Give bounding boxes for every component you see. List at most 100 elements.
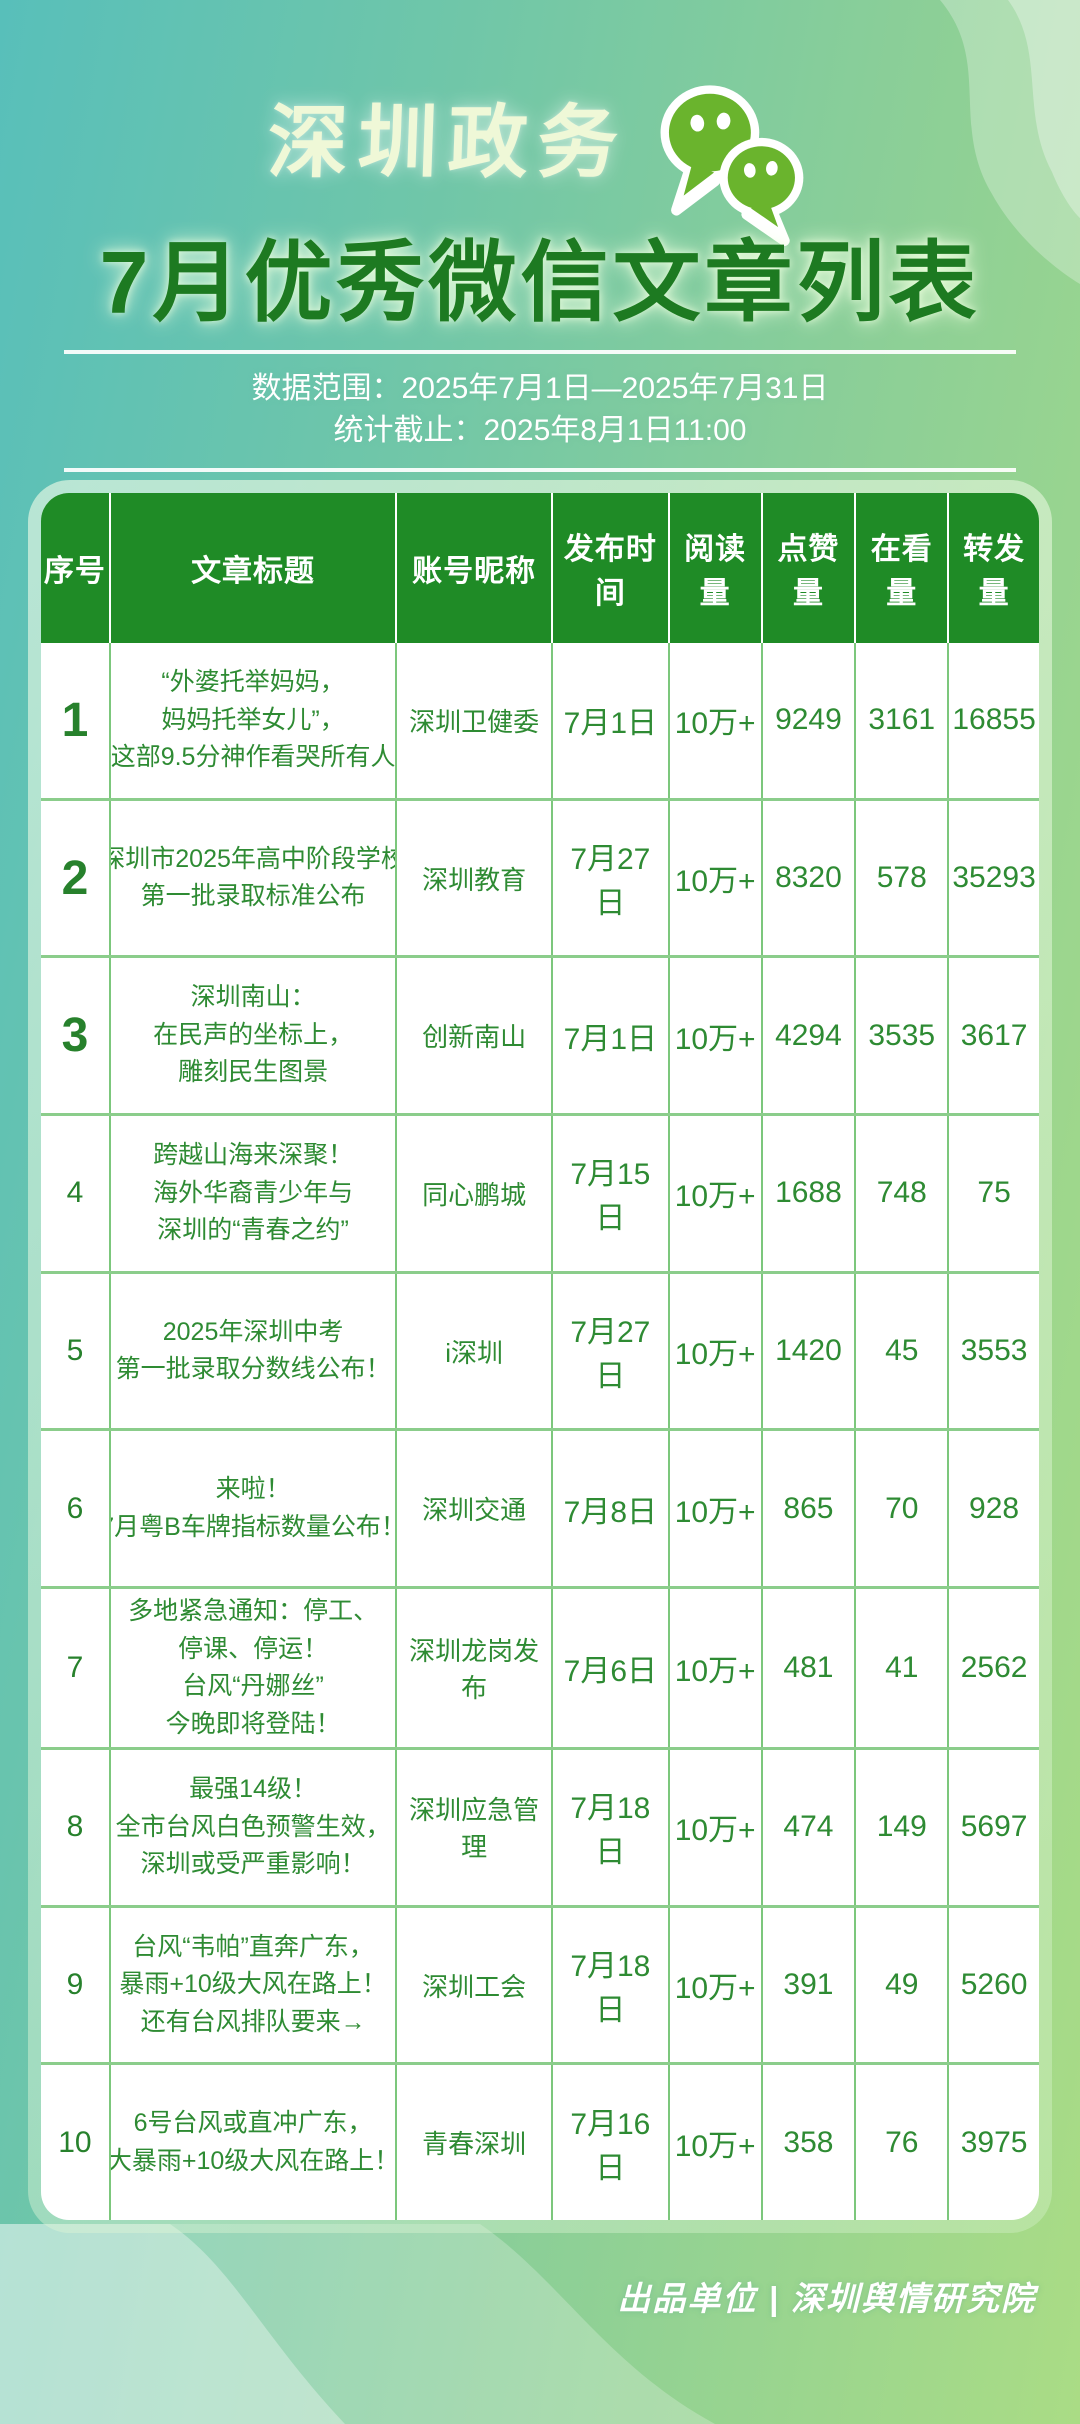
row-index: 8 <box>41 1750 111 1905</box>
read-count: 10万+ <box>670 958 763 1114</box>
table-row: 5 2025年深圳中考 第一批录取分数线公布！ i深圳 7月27日 10万+ 1… <box>41 1270 1039 1429</box>
data-range-text: 数据范围：2025年7月1日—2025年7月31日 <box>251 372 829 405</box>
watch-count: 3161 <box>856 643 950 798</box>
read-count: 10万+ <box>670 1589 763 1748</box>
article-title: 多地紧急通知：停工、 停课、停运！ 台风“丹娜丝” 今晚即将登陆！ <box>111 1589 398 1748</box>
account-name: 深圳卫健委 <box>397 643 553 798</box>
like-count: 474 <box>763 1750 857 1905</box>
read-count: 10万+ <box>670 1431 763 1587</box>
watch-count: 45 <box>856 1273 950 1429</box>
brand-title: 深圳政务 <box>266 98 630 187</box>
forward-count: 3553 <box>960 1334 1028 1368</box>
row-index: 2 <box>41 800 111 956</box>
account-name: 青春深圳 <box>397 2065 553 2220</box>
row-index: 4 <box>41 1116 111 1271</box>
row-index: 5 <box>41 1273 111 1429</box>
page-title: 7月优秀微信文章列表 <box>99 233 981 332</box>
row-index: 3 <box>41 958 111 1114</box>
read-count: 10万+ <box>670 800 763 956</box>
watch-count: 70 <box>856 1431 950 1587</box>
account-name: i深圳 <box>397 1273 553 1429</box>
bottom-wave-decoration <box>0 2224 715 2424</box>
watch-count: 76 <box>856 2065 950 2220</box>
like-count: 865 <box>763 1431 857 1587</box>
publish-date: 7月18日 <box>553 1750 670 1905</box>
article-title: 6号台风或直冲广东， 大暴雨+10级大风在路上！ <box>111 2065 398 2220</box>
like-count: 481 <box>763 1589 857 1748</box>
article-title: 台风“韦帕”直奔广东， 暴雨+10级大风在路上！ 还有台风排队要来→ <box>111 1907 398 2063</box>
table-row: 3 深圳南山： 在民声的坐标上， 雕刻民生图景 创新南山 7月1日 10万+ 4… <box>41 955 1039 1114</box>
like-count: 9249 <box>763 643 857 798</box>
account-name: 深圳龙岗发布 <box>397 1589 553 1748</box>
publish-date: 7月15日 <box>553 1116 670 1271</box>
article-title: 2025年深圳中考 第一批录取分数线公布！ <box>111 1273 398 1429</box>
like-count: 4294 <box>763 958 857 1114</box>
read-count: 10万+ <box>670 2065 763 2220</box>
forward-count: 5260 <box>960 1968 1028 2002</box>
forward-count: 928 <box>969 1491 1020 1525</box>
like-count: 1420 <box>763 1273 857 1429</box>
watch-count: 578 <box>856 800 950 956</box>
column-header-account: 账号昵称 <box>397 493 553 643</box>
column-header-watching: 在看量 <box>856 493 950 643</box>
article-title: 跨越山海来深聚！ 海外华裔青少年与 深圳的“青春之约” <box>111 1116 398 1271</box>
account-name: 深圳教育 <box>397 800 553 956</box>
like-count: 391 <box>763 1907 857 2063</box>
publish-date: 7月6日 <box>553 1589 670 1748</box>
stats-cutoff-text: 统计截止：2025年8月1日11:00 <box>333 414 747 447</box>
watch-count: 49 <box>856 1907 950 2063</box>
read-count: 10万+ <box>670 1116 763 1271</box>
publish-date: 7月16日 <box>553 2065 670 2220</box>
forward-count: 16855 <box>952 703 1036 737</box>
info-block: 数据范围：2025年7月1日—2025年7月31日 统计截止：2025年8月1日… <box>64 350 1016 472</box>
publish-date: 7月18日 <box>553 1907 670 2063</box>
row-index: 9 <box>41 1907 111 2063</box>
column-header-reads: 阅读量 <box>670 493 763 643</box>
publish-date: 7月27日 <box>553 1273 670 1429</box>
article-table: 序号 文章标题 账号昵称 发布时间 阅读量 点赞量 在看量 转发量 1 “外婆托… <box>41 493 1039 2220</box>
like-count: 8320 <box>763 800 857 956</box>
like-count: 1688 <box>763 1116 857 1271</box>
footer-credit: 出品单位 | 深圳舆情研究院 <box>617 2280 1036 2317</box>
forward-count: 5697 <box>960 1810 1028 1844</box>
forward-count: 75 <box>977 1176 1011 1210</box>
publish-date: 7月27日 <box>553 800 670 956</box>
wechat-icon <box>660 85 804 246</box>
table-row: 4 跨越山海来深聚！ 海外华裔青少年与 深圳的“青春之约” 同心鹏城 7月15日… <box>41 1113 1039 1271</box>
column-header-date: 发布时间 <box>553 493 670 643</box>
forward-count: 2562 <box>960 1651 1028 1685</box>
publish-date: 7月1日 <box>553 643 670 798</box>
brand-row: 深圳政务 <box>0 52 1080 246</box>
forward-count: 3975 <box>960 2125 1028 2159</box>
article-title: 最强14级！ 全市台风白色预警生效， 深圳或受严重影响！ <box>111 1750 398 1905</box>
read-count: 10万+ <box>670 1907 763 2063</box>
column-header-likes: 点赞量 <box>763 493 857 643</box>
column-header-forwards: 转发量 <box>963 533 1026 610</box>
account-name: 深圳应急管理 <box>397 1750 553 1905</box>
table-row: 1 “外婆托举妈妈， 妈妈托举女儿”， 这部9.5分神作看哭所有人 深圳卫健委 … <box>41 643 1039 798</box>
read-count: 10万+ <box>670 1273 763 1429</box>
row-index: 6 <box>41 1431 111 1587</box>
watch-count: 41 <box>856 1589 950 1748</box>
column-header-index: 序号 <box>41 493 111 643</box>
publish-date: 7月8日 <box>553 1431 670 1587</box>
article-table-container: 序号 文章标题 账号昵称 发布时间 阅读量 点赞量 在看量 转发量 1 “外婆托… <box>28 480 1052 2233</box>
watch-count: 748 <box>856 1116 950 1271</box>
row-index: 10 <box>41 2065 111 2220</box>
row-index: 7 <box>41 1589 111 1748</box>
table-body: 1 “外婆托举妈妈， 妈妈托举女儿”， 这部9.5分神作看哭所有人 深圳卫健委 … <box>41 643 1039 2220</box>
table-row: 2 深圳市2025年高中阶段学校 第一批录取标准公布 深圳教育 7月27日 10… <box>41 797 1039 956</box>
account-name: 创新南山 <box>397 958 553 1114</box>
article-title: 深圳市2025年高中阶段学校 第一批录取标准公布 <box>111 800 398 956</box>
article-title: 深圳南山： 在民声的坐标上， 雕刻民生图景 <box>111 958 398 1114</box>
row-index: 1 <box>41 643 111 798</box>
forward-count: 35293 <box>952 861 1036 894</box>
publish-date: 7月1日 <box>553 958 670 1114</box>
table-row: 10 6号台风或直冲广东， 大暴雨+10级大风在路上！ 青春深圳 7月16日 1… <box>41 2062 1039 2220</box>
watch-count: 3535 <box>856 958 950 1114</box>
forward-count: 3617 <box>960 1018 1028 1052</box>
read-count: 10万+ <box>670 1750 763 1905</box>
table-row: 8 最强14级！ 全市台风白色预警生效， 深圳或受严重影响！ 深圳应急管理 7月… <box>41 1747 1039 1905</box>
article-title: 来啦！ 7月粤B车牌指标数量公布！ <box>111 1431 398 1587</box>
